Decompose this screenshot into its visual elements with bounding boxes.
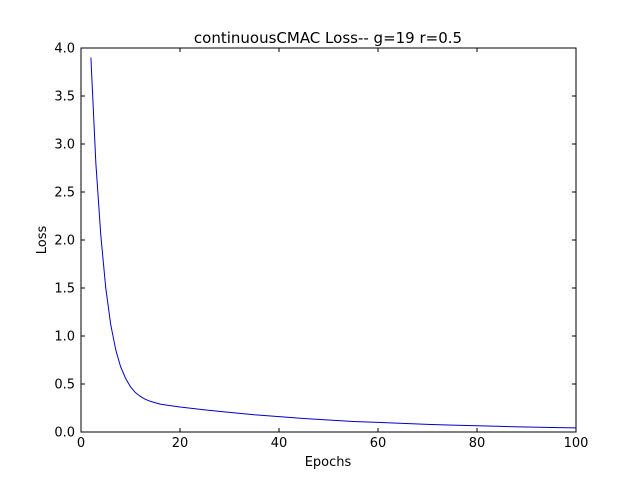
y-tick-label: 2.5: [54, 186, 75, 201]
axes-frame: [80, 47, 577, 433]
x-tick-label: 100: [564, 436, 589, 451]
axis-ticks: 0 20 40 60 80 100 0.0 0.5 1.0 1.5 2.0 2.5 3.0 3.5 4.0: [54, 42, 588, 452]
y-tick-label: 0.0: [54, 426, 75, 441]
y-axis-label: Loss: [35, 226, 50, 255]
plot-area: [90, 57, 577, 429]
y-tick-label: 0.5: [54, 378, 75, 393]
x-tick-label: 80: [469, 436, 486, 451]
y-tick-label: 1.0: [54, 330, 75, 345]
y-tick-label: 3.5: [54, 90, 75, 105]
x-tick-label: 0: [77, 436, 85, 451]
x-tick-label: 20: [172, 436, 189, 451]
y-tick-label: 1.5: [54, 282, 75, 297]
series-line-0: [90, 57, 577, 429]
y-tick-label: 3.0: [54, 138, 75, 153]
chart-title: continuousCMAC Loss-- g=19 r=0.5: [194, 29, 462, 47]
x-axis-label: Epochs: [305, 455, 352, 470]
x-tick-label: 60: [370, 436, 387, 451]
y-tick-label: 2.0: [54, 234, 75, 249]
x-tick-label: 40: [271, 436, 288, 451]
y-tick-label: 4.0: [54, 42, 75, 57]
